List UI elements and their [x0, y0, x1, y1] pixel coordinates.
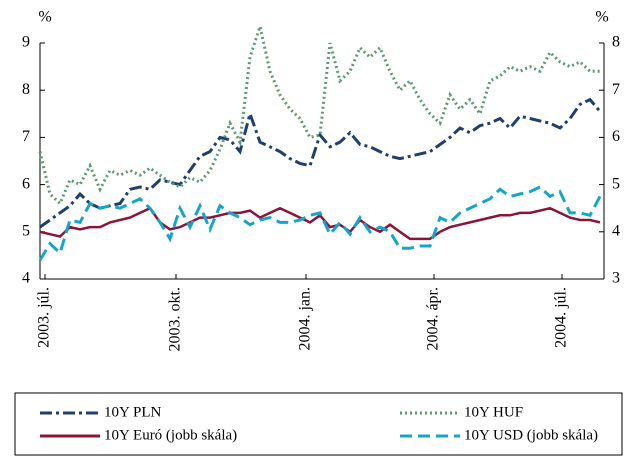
series-line	[38, 185, 602, 261]
y2-tick-label: 3	[612, 270, 620, 287]
y2-tick-label: 4	[612, 222, 620, 239]
legend: 10Y PLN 10Y HUF 10Y Euró (jobb skála) 10Y U…	[40, 404, 598, 443]
y-tick-label: 4	[22, 270, 30, 287]
y-tick-label: 9	[22, 34, 30, 51]
x-tick-label: 2004. ápr.	[425, 287, 442, 351]
series-line	[38, 20, 600, 207]
y2-tick-label: 6	[612, 128, 620, 145]
legend-label: 10Y Euró (jobb skála)	[104, 427, 237, 443]
legend-label: 10Y USD (jobb skála)	[464, 427, 598, 443]
y-tick-label: 6	[22, 175, 30, 192]
x-tick-label: 2003. júl.	[36, 287, 53, 348]
x-tick-label: 2003. okt.	[167, 287, 184, 351]
y-tick-label: 5	[22, 222, 30, 239]
y-tick-label: 8	[22, 81, 30, 98]
legend-label: 10Y PLN	[104, 404, 162, 420]
x-tick-label: 2004. jan.	[297, 287, 314, 351]
y2-tick-label: 8	[612, 34, 620, 51]
y2-tick-label: 5	[612, 175, 620, 192]
y-axis-unit: %	[38, 9, 51, 26]
legend-label: 10Y HUF	[464, 404, 523, 420]
x-tick-label: 2004. júl.	[553, 287, 570, 348]
y-tick-label: 7	[22, 128, 30, 145]
y2-axis-unit: %	[595, 9, 608, 26]
legend-box	[14, 392, 623, 456]
y2-tick-label: 7	[612, 81, 620, 98]
series-line	[39, 97, 602, 229]
